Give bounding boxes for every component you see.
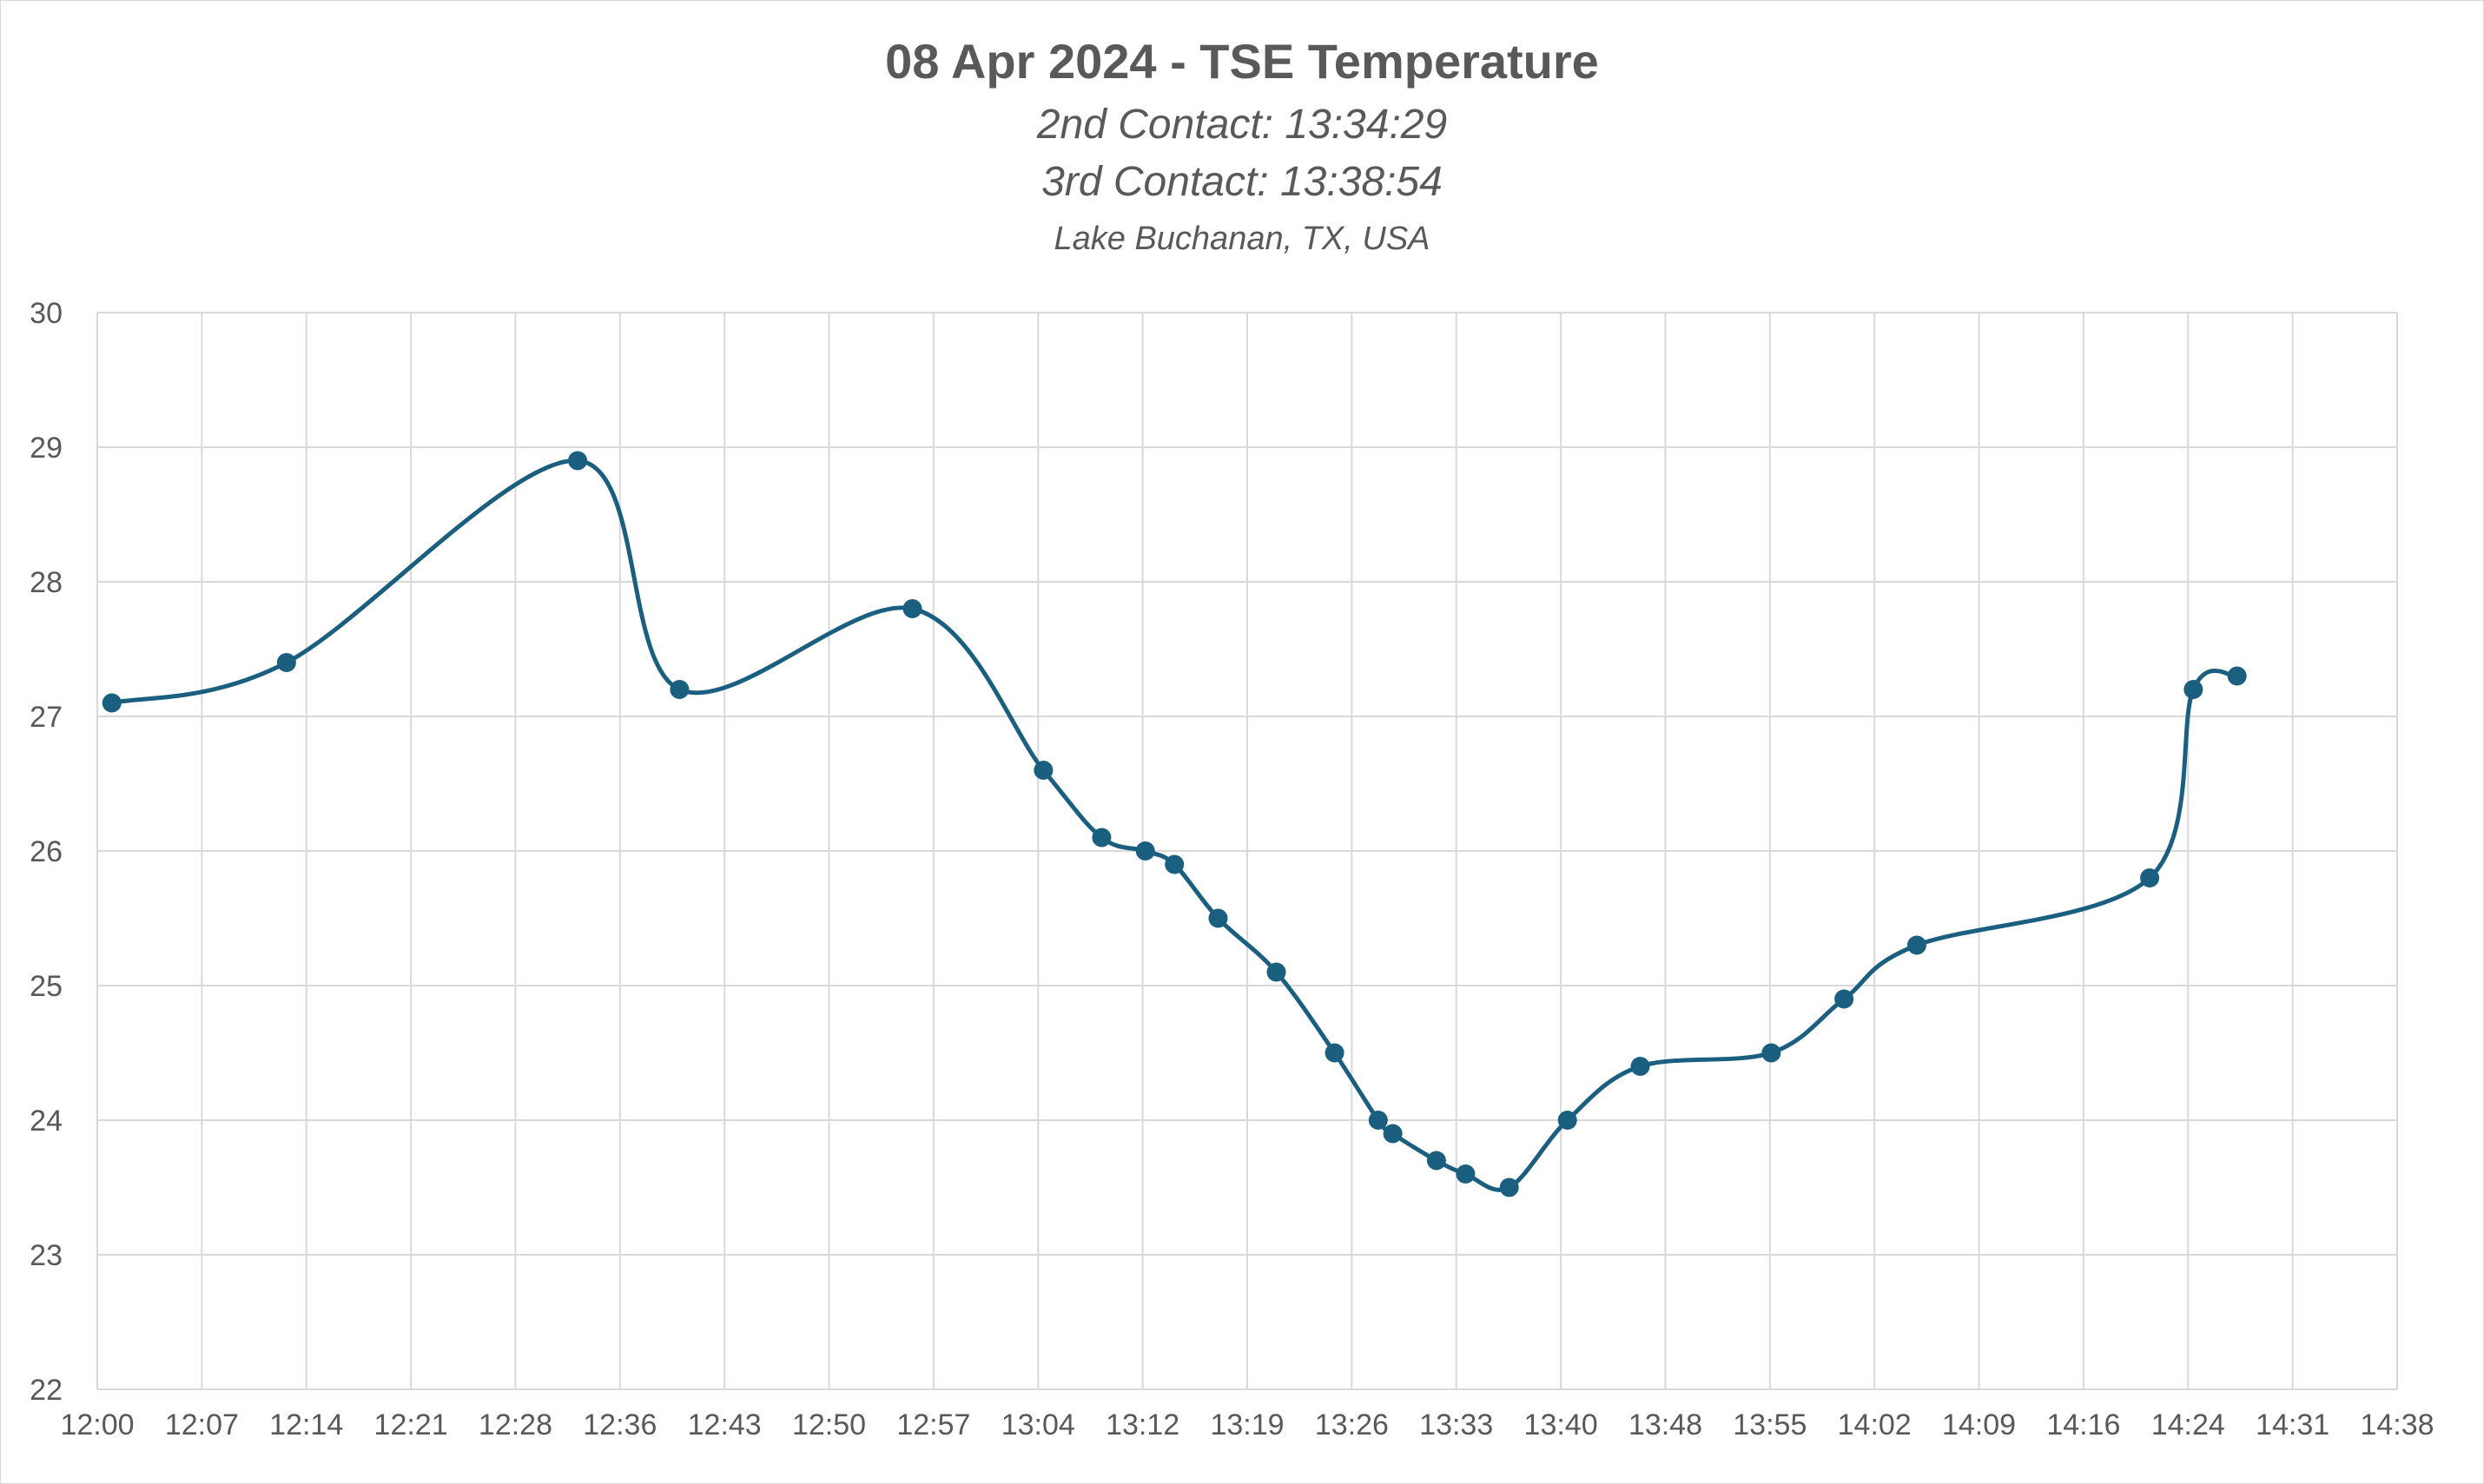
data-point — [670, 680, 690, 699]
grid — [96, 312, 2398, 1390]
data-point — [276, 653, 296, 672]
x-tick-label: 14:09 — [1942, 1408, 2016, 1441]
y-tick-label: 28 — [30, 566, 63, 599]
y-tick-label: 30 — [30, 297, 63, 330]
data-point — [1630, 1057, 1650, 1076]
x-tick-label: 13:19 — [1210, 1408, 1284, 1441]
x-tick-label: 13:40 — [1524, 1408, 1598, 1441]
data-point — [1456, 1164, 1476, 1184]
data-point — [1426, 1151, 1446, 1171]
y-tick-label: 26 — [30, 835, 63, 868]
y-tick-label: 23 — [30, 1239, 63, 1272]
data-point — [2227, 666, 2247, 686]
data-point — [1165, 854, 1185, 874]
chart-subtitle-location: Lake Buchanan, TX, USA — [1054, 221, 1430, 257]
x-tick-label: 12:07 — [165, 1408, 239, 1441]
data-point — [568, 451, 588, 471]
x-tick-label: 12:28 — [479, 1408, 552, 1441]
data-point — [1092, 828, 1112, 848]
data-point — [1557, 1111, 1577, 1130]
data-point — [1034, 761, 1054, 780]
data-point — [1761, 1043, 1781, 1063]
series-line — [109, 458, 2240, 1192]
x-tick-label: 14:16 — [2046, 1408, 2120, 1441]
data-point — [1266, 962, 1286, 982]
data-point — [1383, 1124, 1403, 1144]
chart-subtitle-second-contact: 2nd Contact: 13:34:29 — [1036, 102, 1448, 148]
x-tick-label: 13:04 — [1001, 1408, 1075, 1441]
y-tick-label: 27 — [30, 701, 63, 734]
data-point — [1834, 989, 1854, 1009]
chart-subtitle-third-contact: 3rd Contact: 13:38:54 — [1041, 159, 1443, 205]
x-tick-label: 14:24 — [2151, 1408, 2225, 1441]
x-tick-label: 13:26 — [1315, 1408, 1389, 1441]
data-point — [1368, 1111, 1388, 1130]
data-point — [1499, 1177, 1519, 1197]
y-tick-label: 25 — [30, 970, 63, 1003]
y-tick-label: 22 — [30, 1374, 63, 1407]
y-tick-label: 24 — [30, 1105, 63, 1138]
x-tick-label: 12:57 — [896, 1408, 970, 1441]
x-tick-label: 13:12 — [1106, 1408, 1179, 1441]
x-tick-label: 12:43 — [688, 1408, 762, 1441]
x-tick-label: 14:31 — [2256, 1408, 2329, 1441]
data-point — [102, 693, 122, 713]
series-temperature — [102, 451, 2247, 1197]
y-tick-label: 29 — [30, 432, 63, 465]
x-tick-label: 12:21 — [374, 1408, 448, 1441]
data-point — [1906, 935, 1926, 955]
data-point — [1208, 908, 1228, 928]
chart-title: 08 Apr 2024 - TSE Temperature — [885, 34, 1599, 89]
data-point — [902, 599, 922, 618]
x-tick-label: 12:36 — [583, 1408, 657, 1441]
x-tick-label: 14:38 — [2360, 1408, 2434, 1441]
axis-labels: 22 23 24 25 26 27 28 29 30 12:00 12:07 12:14 12:21 12… — [30, 297, 2434, 1441]
x-tick-label: 13:55 — [1733, 1408, 1807, 1441]
x-tick-label: 12:50 — [792, 1408, 866, 1441]
x-tick-label: 12:00 — [60, 1408, 134, 1441]
data-point — [1135, 841, 1155, 861]
data-point — [1325, 1043, 1344, 1063]
x-tick-label: 13:33 — [1419, 1408, 1493, 1441]
x-tick-label: 14:02 — [1838, 1408, 1912, 1441]
data-point — [2183, 680, 2203, 699]
data-point — [2140, 868, 2160, 887]
x-tick-label: 13:48 — [1628, 1408, 1702, 1441]
x-tick-label: 12:14 — [269, 1408, 343, 1441]
